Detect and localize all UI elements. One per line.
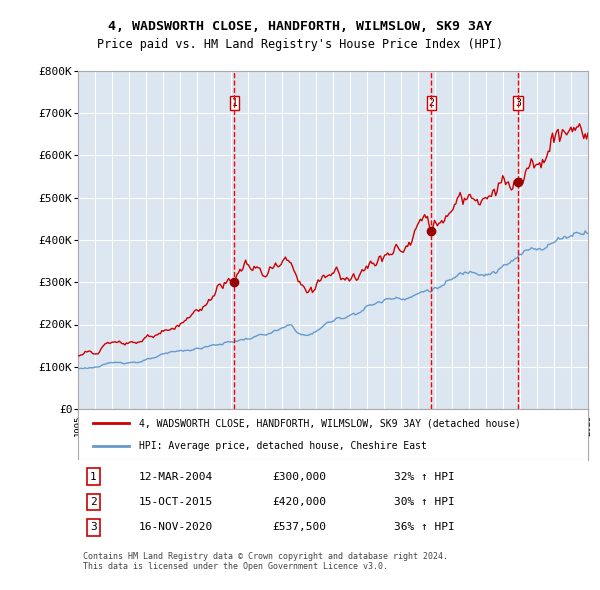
Text: £537,500: £537,500: [272, 523, 326, 532]
Text: 2: 2: [90, 497, 97, 507]
Text: Contains HM Land Registry data © Crown copyright and database right 2024.
This d: Contains HM Land Registry data © Crown c…: [83, 552, 448, 571]
Text: 3: 3: [515, 98, 521, 108]
Text: 36% ↑ HPI: 36% ↑ HPI: [394, 523, 455, 532]
Text: 16-NOV-2020: 16-NOV-2020: [139, 523, 214, 532]
Text: 1: 1: [232, 98, 238, 108]
Text: £300,000: £300,000: [272, 472, 326, 481]
Text: 4, WADSWORTH CLOSE, HANDFORTH, WILMSLOW, SK9 3AY (detached house): 4, WADSWORTH CLOSE, HANDFORTH, WILMSLOW,…: [139, 418, 521, 428]
Text: 15-OCT-2015: 15-OCT-2015: [139, 497, 214, 507]
Text: 32% ↑ HPI: 32% ↑ HPI: [394, 472, 455, 481]
Text: 1: 1: [90, 472, 97, 481]
Text: £420,000: £420,000: [272, 497, 326, 507]
Text: 12-MAR-2004: 12-MAR-2004: [139, 472, 214, 481]
Text: 3: 3: [90, 523, 97, 532]
Text: 4, WADSWORTH CLOSE, HANDFORTH, WILMSLOW, SK9 3AY: 4, WADSWORTH CLOSE, HANDFORTH, WILMSLOW,…: [108, 20, 492, 33]
Text: 2: 2: [428, 98, 434, 108]
Text: HPI: Average price, detached house, Cheshire East: HPI: Average price, detached house, Ches…: [139, 441, 427, 451]
Text: Price paid vs. HM Land Registry's House Price Index (HPI): Price paid vs. HM Land Registry's House …: [97, 38, 503, 51]
Text: 30% ↑ HPI: 30% ↑ HPI: [394, 497, 455, 507]
